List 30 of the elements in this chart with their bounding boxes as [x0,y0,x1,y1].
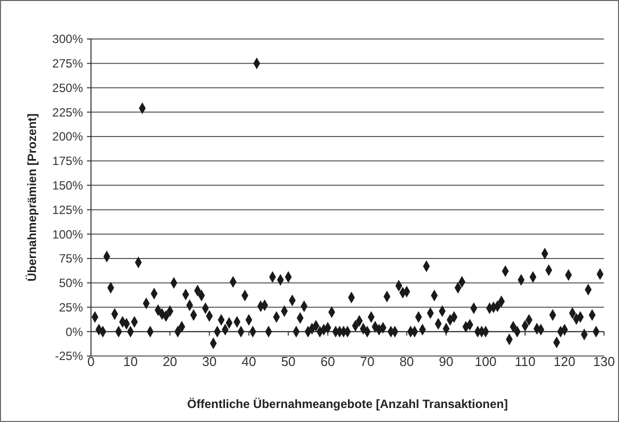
x-axis-title: Öffentliche Übernahmeangebote [Anzahl Transaktionen] [187,397,508,411]
y-tick-label: -25% [54,349,84,364]
y-tick-label: 75% [58,252,84,266]
y-tick-label: 300% [52,32,84,46]
x-tick-label: 40 [242,354,256,369]
y-tick-label: 225% [52,105,84,120]
x-tick-label: 90 [438,354,454,369]
x-tick-label: 0 [87,354,95,369]
y-tick-label: 0% [66,324,84,339]
x-tick-label: 130 [593,354,615,369]
y-tick-label: 250% [52,80,84,95]
x-tick-label: 110 [514,354,536,369]
x-tick-label: 100 [474,354,496,369]
x-tick-label: 50 [281,354,296,369]
x-tick-label: 120 [554,354,576,369]
x-tick-label: 30 [202,354,217,369]
x-tick-label: 20 [162,354,178,369]
y-tick-label: 25% [58,300,84,314]
x-tick-label: 70 [360,354,374,369]
x-tick-label: 10 [123,354,138,369]
y-tick-label: 200% [52,130,84,144]
x-tick-label: 80 [399,354,414,369]
x-tick-label: 60 [320,354,336,369]
y-tick-label: 125% [52,202,84,217]
y-tick-label: 100% [52,227,84,242]
y-tick-label: 150% [52,178,84,193]
y-tick-label: 50% [58,276,84,290]
y-tick-label: 175% [52,154,84,168]
y-tick-label: 275% [52,56,84,71]
y-axis-title: Übernahmeprämien [Prozent] [25,113,39,282]
